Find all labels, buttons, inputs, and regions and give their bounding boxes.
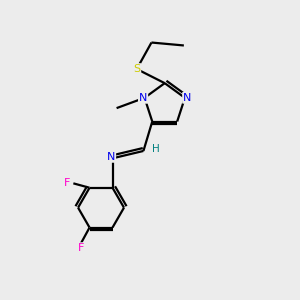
Text: F: F [63, 178, 70, 188]
Text: N: N [107, 152, 115, 162]
Text: H: H [152, 144, 160, 154]
Text: N: N [183, 93, 191, 103]
Text: S: S [133, 64, 140, 74]
Text: N: N [139, 93, 147, 103]
Text: F: F [77, 243, 84, 253]
